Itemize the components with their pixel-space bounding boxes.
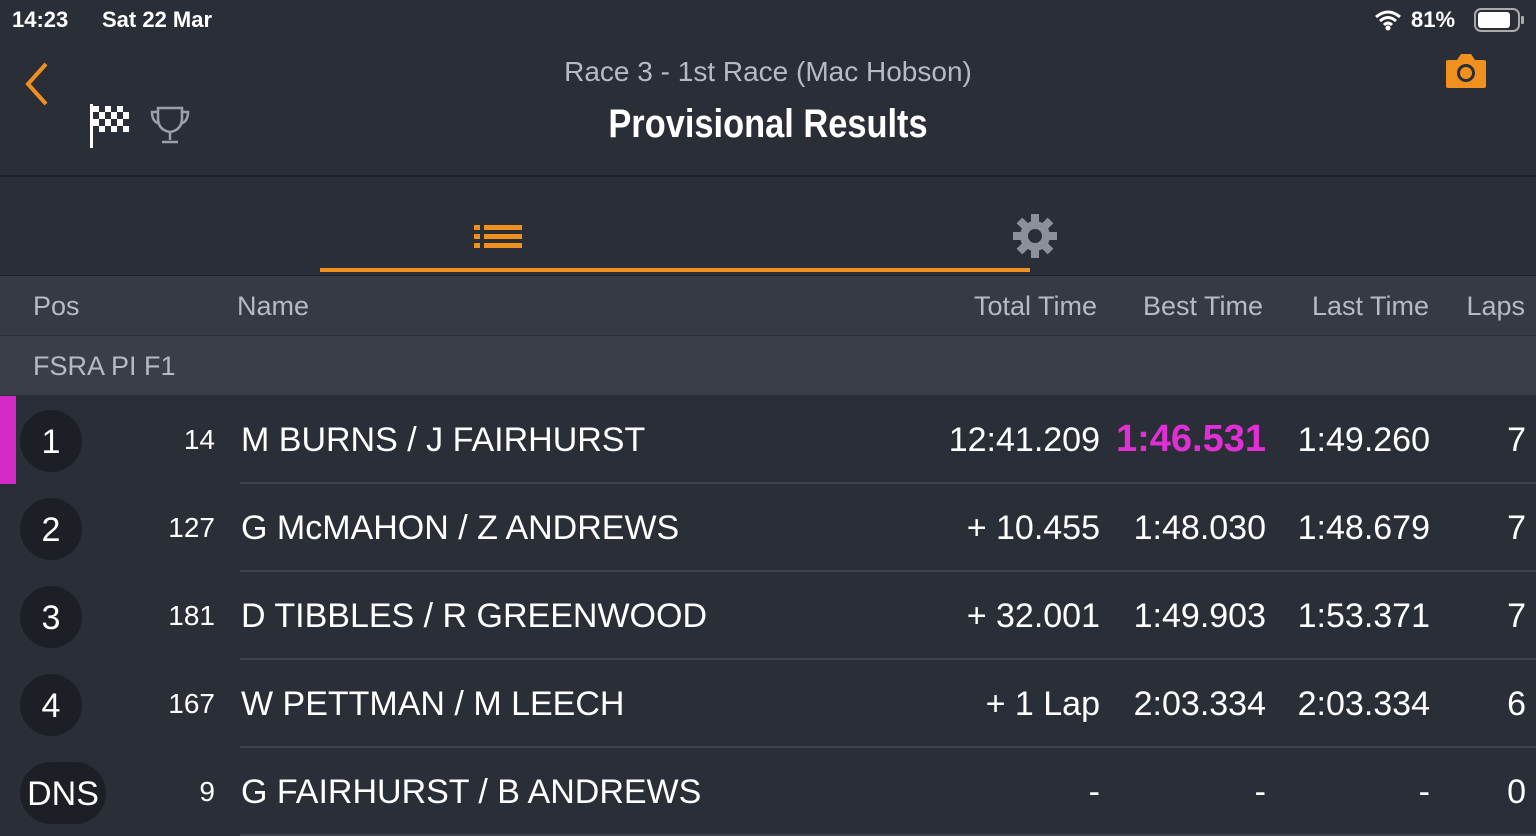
time: 14:23 [12, 7, 69, 32]
last-time: 1:53.371 [1297, 597, 1430, 635]
total-time: - [1088, 773, 1100, 811]
laps: 7 [1507, 597, 1526, 635]
column-label: Pos [33, 291, 80, 321]
nav-header: Race 3 - 1st Race (Mac Hobson) Provision… [0, 40, 1536, 177]
race-subtitle: Race 3 - 1st Race (Mac Hobson) [564, 56, 972, 87]
tab-bar [0, 177, 1536, 276]
car-number: 127 [168, 512, 215, 543]
result-row[interactable]: 3 181 D TIBBLES / R GREENWOOD + 32.001 1:49.… [0, 572, 1536, 660]
status-bar: 14:23 Sat 22 Mar 81% [0, 0, 1536, 40]
row-separator [240, 746, 1536, 748]
settings-tab[interactable] [1012, 213, 1058, 259]
column-label: Best Time [1142, 291, 1263, 321]
driver-names: W PETTMAN / M LEECH [241, 685, 625, 723]
total-time: + 1 Lap [985, 685, 1100, 723]
position-badge: DNS [20, 762, 106, 824]
last-time: 1:49.260 [1297, 421, 1430, 459]
result-row[interactable]: 1 14 M BURNS / J FAIRHURST 12:41.209 1:46.53… [0, 396, 1536, 484]
position: 4 [41, 687, 61, 725]
position: 2 [41, 511, 61, 549]
date: Sat 22 Mar [102, 7, 213, 32]
battery-percent: 81% [1411, 7, 1456, 32]
back-button[interactable] [22, 60, 52, 108]
best-time: 1:48.030 [1133, 509, 1266, 547]
column-header: Pos Name Total Time Best Time Last Time Laps [0, 276, 1536, 336]
leader-bar [0, 396, 16, 484]
column-label: Total Time [973, 291, 1097, 321]
laps: 0 [1507, 773, 1526, 811]
best-time: 2:03.334 [1133, 685, 1266, 723]
driver-names: M BURNS / J FAIRHURST [241, 421, 646, 459]
best-time: 1:49.903 [1133, 597, 1266, 635]
row-separator [240, 834, 1536, 836]
class-group: FSRA PI F1 [0, 336, 1536, 395]
total-time: + 32.001 [966, 597, 1100, 635]
car-number: 14 [183, 424, 215, 455]
position-badge: 2 [20, 498, 82, 560]
last-time: 1:48.679 [1297, 509, 1430, 547]
column-label: Name [237, 291, 310, 321]
row-separator [240, 658, 1536, 660]
result-row[interactable]: DNS 9 G FAIRHURST / B ANDREWS - - - 0 [0, 748, 1536, 836]
last-time: 2:03.334 [1297, 685, 1430, 723]
tab-indicator [320, 268, 1030, 272]
laps: 7 [1507, 421, 1526, 459]
battery-icon [1474, 8, 1524, 32]
result-row[interactable]: 2 127 G McMAHON / Z ANDREWS + 10.455 1:48.03… [0, 484, 1536, 572]
camera-button[interactable] [1444, 52, 1488, 90]
total-time: 12:41.209 [948, 421, 1100, 459]
trophy-icon[interactable] [148, 104, 192, 146]
driver-names: G FAIRHURST / B ANDREWS [241, 773, 702, 811]
laps: 6 [1507, 685, 1526, 723]
flag-icon[interactable] [86, 100, 132, 150]
car-number: 9 [199, 776, 215, 807]
wifi-icon [1375, 10, 1401, 31]
position-badge: 3 [20, 586, 82, 648]
car-number: 181 [168, 600, 215, 631]
last-time: - [1418, 773, 1430, 811]
row-separator [240, 570, 1536, 572]
total-time: + 10.455 [966, 509, 1100, 547]
page-title: Provisional Results [608, 102, 928, 146]
list-tab[interactable] [472, 223, 526, 255]
laps: 7 [1507, 509, 1526, 547]
position-badge: 1 [20, 410, 82, 472]
best-time: - [1254, 773, 1266, 811]
position-badge: 4 [20, 674, 82, 736]
position: 1 [41, 423, 61, 461]
driver-names: G McMAHON / Z ANDREWS [241, 509, 680, 547]
car-number: 167 [168, 688, 215, 719]
column-label: Last Time [1311, 291, 1429, 321]
result-row[interactable]: 4 167 W PETTMAN / M LEECH + 1 Lap 2:03.334 2:… [0, 660, 1536, 748]
position: 3 [41, 599, 61, 637]
best-time: 1:46.531 [1115, 418, 1266, 460]
group-label: FSRA PI F1 [33, 351, 176, 381]
row-separator [240, 482, 1536, 484]
position: DNS [27, 775, 99, 813]
column-label: Laps [1466, 291, 1525, 321]
driver-names: D TIBBLES / R GREENWOOD [241, 597, 708, 635]
